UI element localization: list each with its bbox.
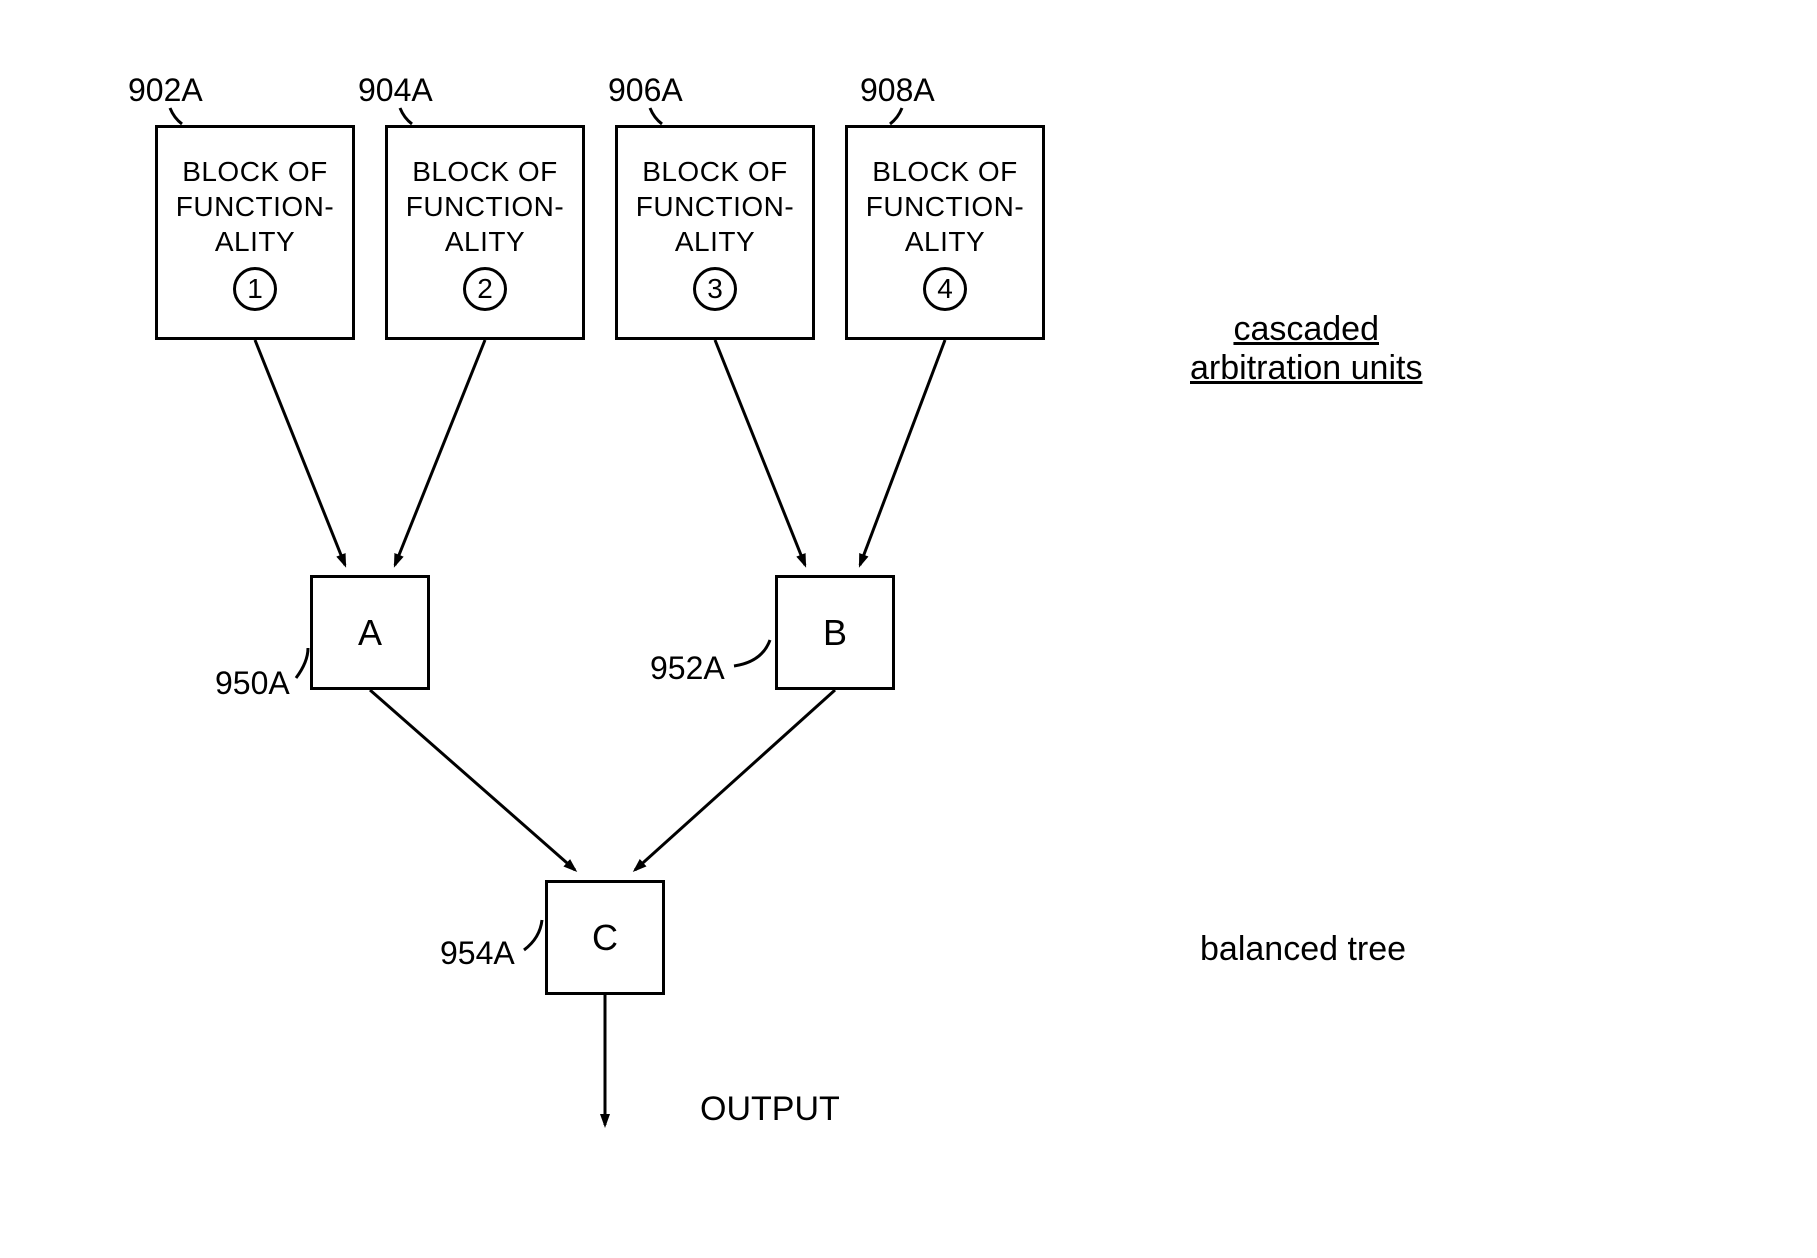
reference-label: 908A bbox=[860, 72, 935, 109]
callout-tick bbox=[400, 108, 412, 124]
functionality-block-3: BLOCK OF FUNCTION- ALITY 3 bbox=[615, 125, 815, 340]
reference-label: 902A bbox=[128, 72, 203, 109]
arbiter-box-a: A bbox=[310, 575, 430, 690]
edge bbox=[635, 690, 835, 870]
callout-tick bbox=[650, 108, 662, 124]
edge bbox=[255, 340, 345, 565]
block-label: BLOCK OF FUNCTION- ALITY bbox=[636, 154, 794, 259]
callout-tick bbox=[170, 108, 182, 124]
callout-tick bbox=[734, 640, 770, 666]
block-number-circle: 1 bbox=[233, 267, 277, 311]
reference-label: 952A bbox=[650, 650, 725, 687]
edge bbox=[370, 690, 575, 870]
output-label: OUTPUT bbox=[700, 1090, 840, 1129]
diagram-canvas: BLOCK OF FUNCTION- ALITY 1 902A BLOCK OF… bbox=[0, 0, 1817, 1258]
block-number-circle: 4 bbox=[923, 267, 967, 311]
reference-label: 954A bbox=[440, 935, 515, 972]
block-label: BLOCK OF FUNCTION- ALITY bbox=[406, 154, 564, 259]
functionality-block-1: BLOCK OF FUNCTION- ALITY 1 bbox=[155, 125, 355, 340]
edge bbox=[860, 340, 945, 565]
callout-tick bbox=[890, 108, 902, 124]
reference-label: 950A bbox=[215, 665, 290, 702]
reference-label: 904A bbox=[358, 72, 433, 109]
side-label-balanced: balanced tree bbox=[1200, 930, 1406, 969]
block-number-circle: 2 bbox=[463, 267, 507, 311]
edge bbox=[395, 340, 485, 565]
reference-label: 906A bbox=[608, 72, 683, 109]
arbiter-box-b: B bbox=[775, 575, 895, 690]
block-label: BLOCK OF FUNCTION- ALITY bbox=[866, 154, 1024, 259]
block-label: BLOCK OF FUNCTION- ALITY bbox=[176, 154, 334, 259]
side-label-cascaded: cascaded arbitration units bbox=[1190, 310, 1422, 388]
functionality-block-2: BLOCK OF FUNCTION- ALITY 2 bbox=[385, 125, 585, 340]
functionality-block-4: BLOCK OF FUNCTION- ALITY 4 bbox=[845, 125, 1045, 340]
arbiter-box-c: C bbox=[545, 880, 665, 995]
callout-tick bbox=[524, 920, 542, 950]
edge bbox=[715, 340, 805, 565]
block-number-circle: 3 bbox=[693, 267, 737, 311]
callout-tick bbox=[296, 648, 308, 678]
